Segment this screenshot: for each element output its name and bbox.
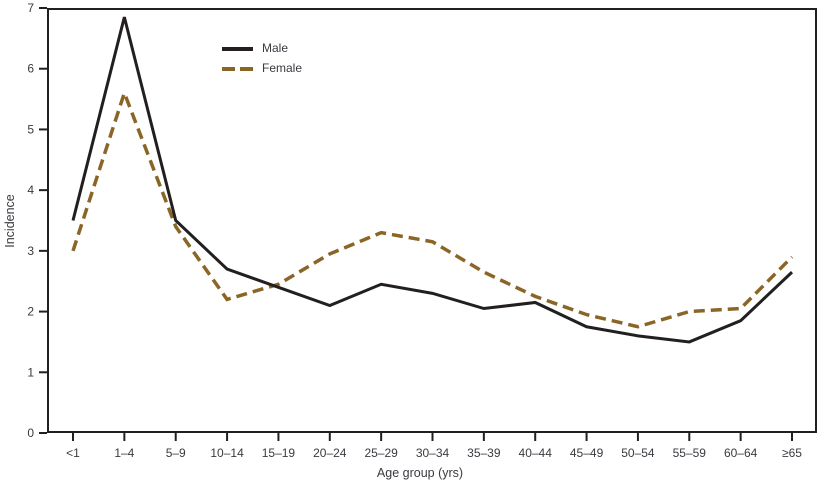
- x-axis-tick-label: 10–14: [210, 446, 244, 460]
- legend-label-male: Male: [262, 41, 289, 55]
- x-axis-tick-label: 35–39: [467, 446, 501, 460]
- y-axis-tick-label: 4: [27, 183, 34, 197]
- male-line: [71, 16, 794, 344]
- x-axis-tick-label: 30–34: [416, 446, 450, 460]
- axes: 0 1 2 3 4 5 6 7 <1 1–4 5–9 10–14 15–19 20–24 25–29 30–3…: [27, 1, 817, 460]
- x-axis-tick-label: 40–44: [519, 446, 553, 460]
- x-axis-title: Age group (yrs): [377, 466, 463, 480]
- x-axis-tick-label: ≥65: [782, 446, 802, 460]
- x-axis-tick-label: <1: [66, 446, 80, 460]
- data-series: [71, 16, 794, 344]
- x-axis-tick-label: 5–9: [166, 446, 186, 460]
- plot-border: [47, 8, 817, 433]
- legend-label-female: Female: [262, 61, 303, 75]
- legend-item-female: Female: [222, 61, 302, 76]
- y-axis-tick-label: 2: [27, 305, 34, 319]
- x-axis-tick-label: 25–29: [364, 446, 398, 460]
- legend: Male Female: [222, 41, 302, 81]
- y-axis-tick-label: 5: [27, 122, 34, 136]
- x-axis-tick-label: 55–59: [673, 446, 707, 460]
- y-axis-title: Incidence: [3, 194, 17, 248]
- x-axis-tick-label: 1–4: [114, 446, 134, 460]
- x-axis-tick-label: 45–49: [570, 446, 604, 460]
- x-axis-tick-label: 50–54: [621, 446, 655, 460]
- y-axis-tick-label: 0: [27, 426, 34, 440]
- y-axis-tick-label: 1: [27, 365, 34, 379]
- y-axis-tick-label: 3: [27, 244, 34, 258]
- male-solid-line-swatch: [222, 46, 253, 51]
- y-axis-tick-label: 6: [27, 62, 34, 76]
- x-axis-tick-label: 60–64: [724, 446, 758, 460]
- legend-item-male: Male: [222, 41, 302, 56]
- x-axis-tick-label: 15–19: [262, 446, 296, 460]
- female-dashed-line-swatch: [222, 66, 253, 71]
- female-line: [71, 87, 794, 329]
- x-axis-tick-label: 20–24: [313, 446, 347, 460]
- y-axis-tick-label: 7: [27, 1, 34, 15]
